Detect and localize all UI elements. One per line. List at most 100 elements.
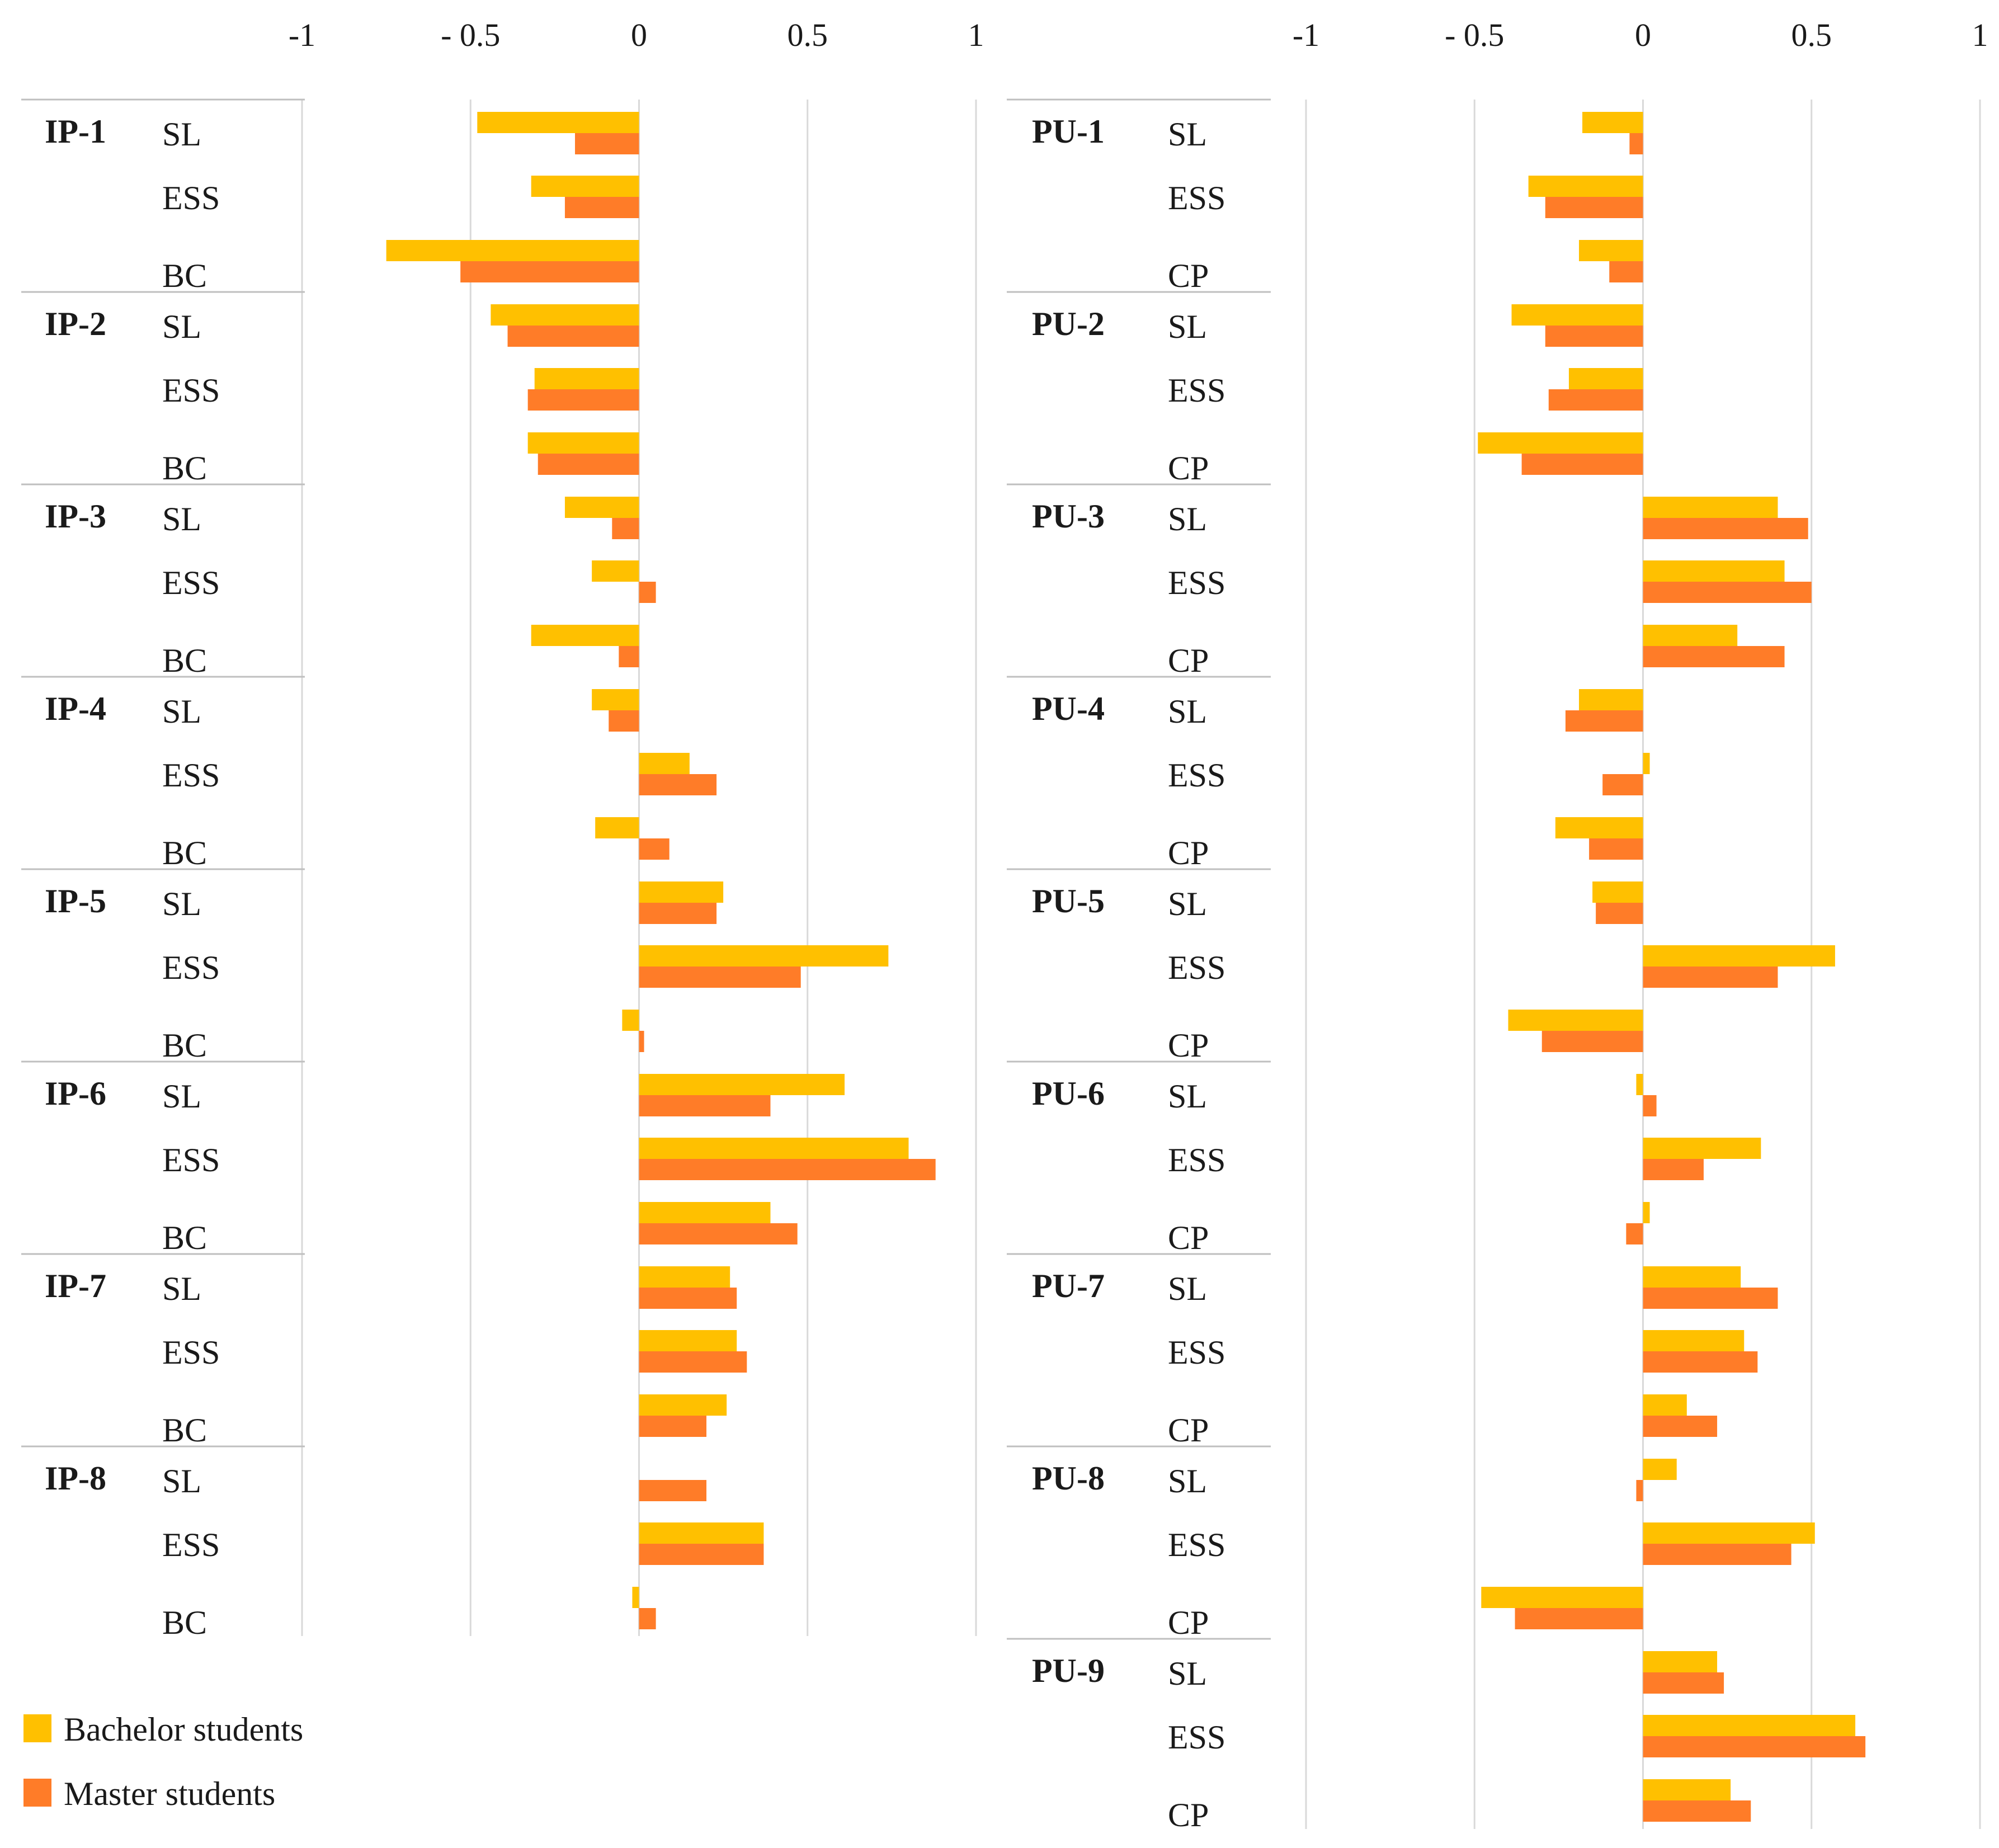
- item-label: SL: [162, 1078, 201, 1115]
- bar-master: [1643, 1351, 1758, 1373]
- bar-bachelor: [386, 240, 639, 261]
- bar-bachelor: [639, 1074, 845, 1095]
- group-label: PU-6: [1032, 1075, 1105, 1112]
- bar-bachelor: [527, 432, 639, 454]
- group-label: IP-3: [45, 498, 106, 535]
- bar-master: [575, 133, 639, 154]
- bar-bachelor: [639, 1266, 730, 1288]
- bar-bachelor: [1643, 1522, 1815, 1544]
- x-tick-label: -1: [289, 17, 315, 53]
- item-label: ESS: [162, 1334, 220, 1371]
- item-label: BC: [162, 835, 207, 871]
- bar-bachelor: [1643, 945, 1835, 967]
- bar-bachelor: [1528, 176, 1643, 197]
- pu-panel: -1 - 0.5 0 0.5 1 PU-1 SL ESS CP PU-2 SL ESS CP PU-3 SL…: [1007, 17, 1988, 1833]
- item-label: CP: [1168, 450, 1209, 487]
- bar-master: [1626, 1223, 1643, 1244]
- item-label: SL: [1168, 1270, 1207, 1307]
- x-tick-label: 0.5: [788, 17, 828, 53]
- item-label: SL: [1168, 885, 1207, 922]
- bar-bachelor: [477, 112, 639, 133]
- group-label: PU-9: [1032, 1652, 1105, 1689]
- legend: Bachelor students Master students: [23, 1711, 303, 1812]
- item-label: ESS: [1168, 564, 1225, 601]
- x-tick-label: - 0.5: [1445, 17, 1504, 53]
- bar-master: [1521, 454, 1643, 475]
- ip-panel: -1 - 0.5 0 0.5 1 IP-1 SL ESS BC IP-2 SL ESS BC IP-3 SL…: [21, 17, 984, 1641]
- bar-master: [639, 1608, 656, 1629]
- bar-master: [1643, 967, 1778, 988]
- item-label: ESS: [1168, 1142, 1225, 1178]
- bar-bachelor: [1582, 112, 1643, 133]
- item-label: ESS: [1168, 180, 1225, 216]
- bar-bachelor: [1643, 497, 1778, 518]
- bar-bachelor: [639, 881, 724, 903]
- bar-bachelor: [1579, 689, 1643, 710]
- bar-master: [1643, 1095, 1657, 1116]
- item-label: BC: [162, 1604, 207, 1641]
- item-label: CP: [1168, 835, 1209, 871]
- bar-master: [639, 1223, 798, 1244]
- item-label: SL: [1168, 1463, 1207, 1500]
- bar-bachelor: [595, 817, 639, 838]
- bar-master: [639, 1159, 936, 1180]
- item-label: ESS: [162, 1526, 220, 1563]
- legend-swatch-master: [23, 1779, 51, 1807]
- item-label: BC: [162, 1219, 207, 1256]
- bar-master: [1643, 1672, 1724, 1694]
- bar-master: [1643, 646, 1785, 667]
- item-label: ESS: [162, 372, 220, 409]
- item-label: CP: [1168, 1027, 1209, 1064]
- bar-master: [1565, 710, 1643, 732]
- item-label: CP: [1168, 1797, 1209, 1833]
- bar-master: [1548, 389, 1643, 411]
- bar-master: [1636, 1480, 1643, 1501]
- bar-master: [639, 1031, 644, 1052]
- group-label: IP-6: [45, 1075, 106, 1112]
- bar-bachelor: [1508, 1010, 1643, 1031]
- item-label: CP: [1168, 1219, 1209, 1256]
- bar-bachelor: [639, 1522, 764, 1544]
- legend-swatch-bachelor: [23, 1714, 51, 1742]
- group-label: IP-2: [45, 305, 106, 342]
- group-label: PU-7: [1032, 1267, 1105, 1304]
- item-label: SL: [1168, 693, 1207, 730]
- x-tick-label: - 0.5: [441, 17, 500, 53]
- x-tick-label: 0: [631, 17, 647, 53]
- bar-bachelor: [1555, 817, 1643, 838]
- bar-master: [1643, 518, 1808, 539]
- bar-master: [1545, 197, 1643, 218]
- item-label: SL: [162, 693, 201, 730]
- bar-master: [639, 1544, 764, 1565]
- item-label: BC: [162, 1412, 207, 1449]
- bar-master: [527, 389, 639, 411]
- bar-master: [639, 1095, 771, 1116]
- legend-label-master: Master students: [64, 1775, 275, 1812]
- item-label: CP: [1168, 1412, 1209, 1449]
- bar-bachelor: [639, 1394, 727, 1416]
- bar-bachelor: [1643, 1394, 1687, 1416]
- bar-bachelor: [1643, 1715, 1856, 1736]
- bar-bachelor: [1643, 753, 1650, 774]
- bar-bachelor: [1643, 1266, 1741, 1288]
- bar-bachelor: [639, 1202, 771, 1223]
- bar-master: [1629, 133, 1643, 154]
- bar-master: [639, 967, 801, 988]
- bar-bachelor: [1636, 1074, 1643, 1095]
- bar-master: [619, 646, 639, 667]
- x-tick-label: 0.5: [1791, 17, 1832, 53]
- item-label: ESS: [1168, 757, 1225, 794]
- bar-bachelor: [1643, 1779, 1731, 1800]
- group-label: IP-8: [45, 1460, 106, 1497]
- bar-bachelor: [592, 560, 639, 582]
- item-label: BC: [162, 642, 207, 679]
- item-label: BC: [162, 1027, 207, 1064]
- item-label: ESS: [162, 1142, 220, 1178]
- item-label: ESS: [162, 180, 220, 216]
- item-label: SL: [162, 116, 201, 153]
- bar-bachelor: [534, 368, 639, 389]
- x-tick-label: -1: [1293, 17, 1319, 53]
- item-label: ESS: [1168, 949, 1225, 986]
- item-label: SL: [162, 501, 201, 538]
- bar-master: [1643, 1736, 1866, 1757]
